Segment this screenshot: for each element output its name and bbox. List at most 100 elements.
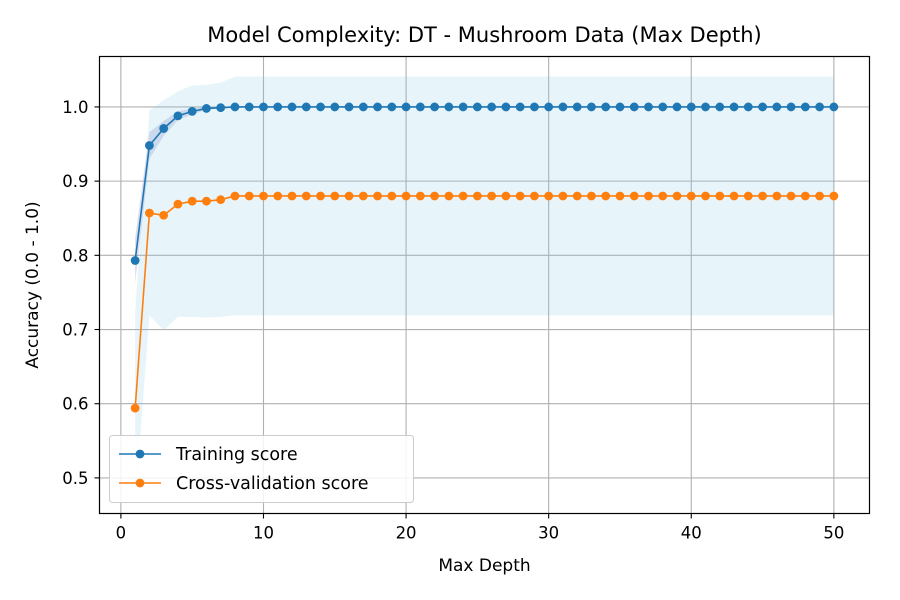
data-point (786, 102, 796, 112)
data-point (743, 102, 753, 112)
data-point (373, 191, 382, 201)
y-tick-label: 0.6 (62, 395, 88, 414)
data-point (758, 102, 767, 112)
data-point (287, 102, 297, 112)
data-point (487, 191, 497, 201)
data-point (715, 191, 725, 201)
data-point (772, 102, 782, 112)
data-point (458, 102, 468, 112)
data-point (587, 191, 596, 201)
data-point (330, 191, 340, 201)
data-point (672, 191, 682, 201)
data-point (159, 210, 169, 220)
data-point (800, 102, 810, 112)
data-point (145, 208, 154, 218)
plot-frame (98, 55, 871, 515)
data-point (644, 191, 653, 201)
marker-layer (130, 102, 839, 413)
data-point (216, 103, 226, 113)
data-point (601, 191, 611, 201)
data-point (629, 191, 639, 201)
y-tick-label: 0.7 (62, 321, 88, 340)
legend-training-label: Training score (175, 445, 298, 465)
data-point (387, 191, 397, 201)
x-tick-label: 50 (823, 524, 844, 543)
data-point (130, 403, 140, 413)
data-point (701, 102, 710, 112)
data-point (173, 199, 183, 209)
data-point (202, 196, 211, 206)
data-point (572, 191, 582, 201)
legend: Training score Cross-validation score (109, 435, 414, 503)
x-tick-label: 20 (396, 524, 417, 543)
y-tick-label: 0.9 (62, 172, 88, 191)
data-point (530, 191, 539, 201)
x-tick-label: 40 (681, 524, 702, 543)
data-point (259, 191, 268, 201)
data-point (202, 104, 211, 113)
x-tick-label: 10 (253, 524, 274, 543)
legend-cv-marker (135, 478, 145, 488)
data-point (686, 102, 696, 112)
data-point (772, 191, 782, 201)
data-point (387, 102, 397, 112)
data-point (287, 191, 297, 201)
data-point (187, 196, 197, 206)
data-point (815, 102, 824, 112)
data-point (715, 102, 725, 112)
data-point (358, 102, 368, 112)
data-point (444, 102, 454, 112)
data-point (501, 102, 511, 112)
data-point (829, 102, 839, 112)
data-point (729, 102, 739, 112)
data-point (800, 191, 810, 201)
data-point (358, 191, 368, 201)
y-tick-label: 1.0 (62, 98, 88, 117)
data-point (273, 191, 283, 201)
data-point (344, 102, 354, 112)
data-point (444, 191, 454, 201)
legend-training-marker (135, 449, 145, 459)
data-point (430, 102, 439, 112)
data-point (244, 102, 254, 112)
data-point (815, 191, 824, 201)
data-point (230, 191, 240, 201)
x-tick-label: 0 (116, 524, 127, 543)
data-point (658, 191, 668, 201)
data-point (316, 191, 325, 201)
data-point (686, 191, 696, 201)
data-point (244, 191, 254, 201)
data-point (601, 102, 611, 112)
std-band (135, 76, 834, 505)
data-point (501, 191, 511, 201)
data-point (558, 102, 568, 112)
data-point (430, 191, 439, 201)
x-tick-label: 30 (538, 524, 559, 543)
data-point (301, 102, 311, 112)
data-point (130, 256, 140, 265)
data-point (472, 102, 482, 112)
data-point (544, 102, 554, 112)
data-point (758, 191, 767, 201)
y-tick-label: 0.5 (62, 469, 88, 488)
tick-layer: 0 10 20 30 40 50 0.5 0.6 0.7 0.8 0.9 1.0 (62, 98, 844, 543)
legend-frame (109, 435, 414, 503)
data-point (401, 191, 411, 201)
data-point (401, 102, 411, 112)
band-layer (135, 76, 834, 505)
data-point (230, 102, 240, 112)
data-point (316, 102, 325, 112)
data-point (644, 102, 653, 112)
data-point (672, 102, 682, 112)
data-point (159, 124, 169, 133)
data-point (629, 102, 639, 112)
data-point (515, 102, 525, 112)
y-tick-label: 0.8 (62, 246, 88, 265)
data-point (558, 191, 568, 201)
data-point (216, 195, 226, 205)
x-axis-label: Max Depth (438, 556, 530, 576)
data-point (544, 191, 554, 201)
data-point (572, 102, 582, 112)
data-point (658, 102, 668, 112)
